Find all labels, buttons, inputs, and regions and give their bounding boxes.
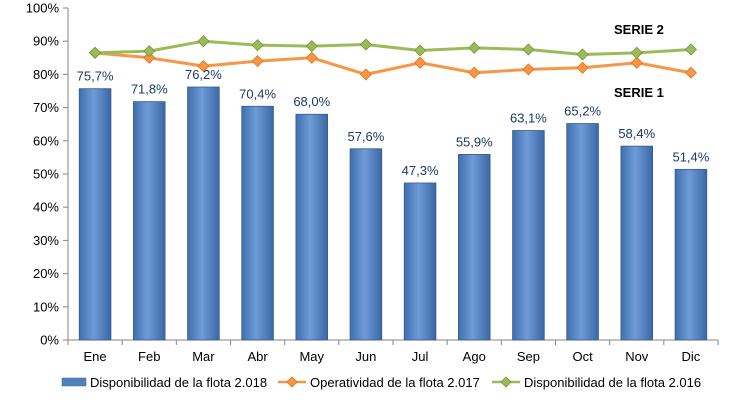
annotation-serie-2: SERIE 2 <box>614 22 664 37</box>
legend-item-green: Disponibilidad de la flota 2.016 <box>492 375 701 390</box>
bar <box>620 145 653 341</box>
bar-data-label: 58,4% <box>618 126 655 141</box>
y-tick-label: 0% <box>40 333 59 348</box>
legend-label-bar: Disponibilidad de la flota 2.018 <box>90 375 267 390</box>
x-tick-label: Dic <box>682 349 701 364</box>
annotation-serie-1: SERIE 1 <box>614 85 664 100</box>
bar-data-label: 47,3% <box>402 163 439 178</box>
legend-item-bar: Disponibilidad de la flota 2.018 <box>61 375 267 390</box>
x-tick-label: Oct <box>572 349 593 364</box>
legend-label-green: Disponibilidad de la flota 2.016 <box>524 375 701 390</box>
bar <box>674 168 708 341</box>
y-tick-label: 70% <box>33 100 59 115</box>
y-tick-label: 100% <box>26 1 60 16</box>
y-tick-label: 80% <box>33 67 59 82</box>
bar-data-label: 55,9% <box>456 134 493 149</box>
point-marker <box>684 43 697 56</box>
x-tick-label: Jul <box>412 349 429 364</box>
point-marker <box>359 38 372 51</box>
bar <box>512 130 545 341</box>
point-marker <box>305 40 318 53</box>
point-marker <box>251 55 264 68</box>
legend-swatch-bar <box>61 377 87 387</box>
bar <box>566 123 599 341</box>
y-tick-label: 40% <box>33 200 59 215</box>
x-tick-label: May <box>299 349 324 364</box>
legend-item-orange: Operatividad de la flota 2.017 <box>278 375 480 390</box>
bar-series <box>78 86 708 341</box>
point-marker <box>143 45 156 58</box>
line-series <box>89 35 697 81</box>
point-marker <box>630 46 643 59</box>
bar <box>295 113 328 341</box>
y-tick-label: 10% <box>33 299 59 314</box>
point-marker <box>468 41 481 54</box>
bar <box>349 148 383 341</box>
bar-data-label: 76,2% <box>185 67 222 82</box>
point-marker <box>468 66 481 79</box>
x-tick-label: Mar <box>192 349 215 364</box>
legend: Disponibilidad de la flota 2.018 Operati… <box>61 375 701 390</box>
point-marker <box>684 66 697 79</box>
point-marker <box>197 35 210 48</box>
point-marker <box>89 46 102 59</box>
legend-marker-orange <box>286 376 298 388</box>
x-tick-label: Nov <box>625 349 649 364</box>
point-marker <box>414 56 427 69</box>
x-tick-label: Jun <box>355 349 376 364</box>
annotations: SERIE 2 SERIE 1 <box>614 22 664 100</box>
bar <box>458 154 491 341</box>
point-marker <box>630 56 643 69</box>
bar-data-label: 68,0% <box>293 94 330 109</box>
bar-data-label: 70,4% <box>239 86 276 101</box>
bar-data-label: 71,8% <box>131 82 168 97</box>
x-tick-label: Ago <box>463 349 486 364</box>
series-line <box>94 51 692 76</box>
point-marker <box>576 61 589 74</box>
chart-axes: 0% 10% 20% 30% 40% 50% 60% 70% 80% 90% 100% Ene Feb M… <box>26 1 719 364</box>
x-tick-label: Abr <box>247 349 268 364</box>
point-marker <box>522 43 535 56</box>
legend-marker-green <box>500 376 512 388</box>
point-marker <box>197 60 210 73</box>
series-line <box>95 39 692 56</box>
bar <box>78 88 112 341</box>
point-marker <box>305 51 318 64</box>
point-marker <box>143 51 156 64</box>
point-marker <box>251 39 264 52</box>
bar <box>403 182 437 341</box>
bar-data-label: 65,2% <box>564 104 601 119</box>
point-marker <box>414 44 427 57</box>
y-tick-label: 60% <box>33 133 59 148</box>
point-marker <box>522 63 535 76</box>
x-tick-label: Feb <box>138 349 160 364</box>
y-tick-label: 20% <box>33 266 59 281</box>
data-labels: 75,7% 71,8% 76,2% 70,4% 68,0% 57,6% 47,3% 55,9%… <box>77 67 710 178</box>
bar-data-label: 51,4% <box>672 149 709 164</box>
y-tick-label: 90% <box>33 34 59 49</box>
bar <box>133 101 166 341</box>
point-marker <box>576 48 589 61</box>
bar-data-label: 57,6% <box>347 129 384 144</box>
bar <box>187 86 220 341</box>
bar-data-label: 63,1% <box>510 111 547 126</box>
x-tick-label: Sep <box>517 349 540 364</box>
point-marker <box>359 68 372 81</box>
y-tick-label: 50% <box>33 167 59 182</box>
bar <box>241 105 274 341</box>
y-tick-label: 30% <box>33 233 59 248</box>
x-tick-label: Ene <box>84 349 107 364</box>
bar-data-label: 75,7% <box>77 69 114 84</box>
legend-label-orange: Operatividad de la flota 2.017 <box>310 375 480 390</box>
